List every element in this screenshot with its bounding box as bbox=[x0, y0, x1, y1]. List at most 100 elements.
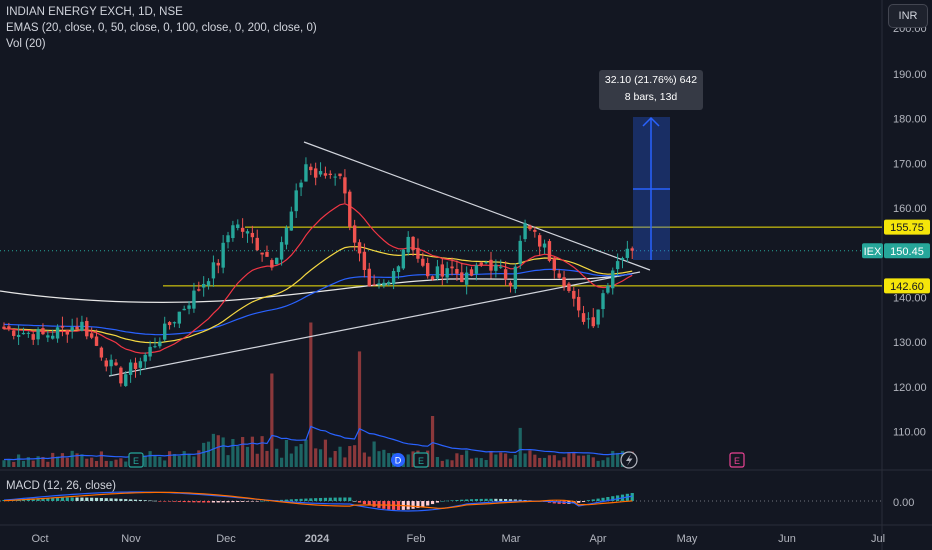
volume-bar bbox=[430, 416, 435, 467]
candle bbox=[114, 359, 118, 367]
trendlines[interactable] bbox=[108, 141, 651, 377]
dividend-marker[interactable]: D bbox=[391, 453, 405, 467]
horizontal-levels[interactable] bbox=[0, 226, 882, 287]
macd-histogram-bar bbox=[494, 498, 498, 501]
macd-zero-label: 0.00 bbox=[893, 497, 914, 509]
ascending-trendline bbox=[108, 271, 641, 377]
candle bbox=[606, 282, 610, 295]
volume-ma-line bbox=[3, 425, 633, 461]
earnings-marker-box bbox=[729, 452, 745, 468]
candle bbox=[479, 261, 483, 268]
macd-histogram-bar bbox=[163, 501, 167, 502]
candle-body bbox=[367, 268, 371, 287]
candle bbox=[16, 325, 21, 345]
macd-indicator-legend[interactable]: MACD (12, 26, close) bbox=[6, 480, 116, 492]
candle bbox=[425, 257, 430, 279]
candle-body bbox=[114, 362, 118, 366]
candle bbox=[172, 321, 177, 328]
volume-bar bbox=[572, 453, 576, 467]
descending-trendline bbox=[303, 141, 651, 271]
candle bbox=[333, 173, 337, 186]
candle-body bbox=[182, 308, 186, 311]
candle bbox=[279, 236, 284, 266]
volume-bar bbox=[323, 439, 328, 467]
macd-histogram-bar bbox=[572, 501, 576, 504]
macd-histogram-bar bbox=[353, 501, 357, 502]
macd-histogram-bar bbox=[435, 501, 440, 503]
macd-histogram-bar bbox=[216, 501, 220, 503]
volume-bar bbox=[465, 450, 469, 467]
volume-bar bbox=[606, 457, 610, 467]
candle bbox=[567, 281, 571, 293]
volume-bar bbox=[167, 451, 172, 467]
macd-histogram-bar bbox=[611, 496, 615, 501]
volume-bar bbox=[265, 450, 269, 467]
macd-histogram-bar bbox=[158, 501, 162, 502]
volume-bar bbox=[221, 437, 225, 467]
candle bbox=[245, 228, 250, 243]
volume-indicator-legend[interactable]: Vol (20) bbox=[6, 38, 46, 50]
candle bbox=[187, 301, 191, 315]
earnings-marker[interactable]: E bbox=[128, 452, 144, 468]
ema-indicator-legend[interactable]: EMAS (20, close, 0, 50, close, 0, 100, c… bbox=[6, 22, 317, 34]
candle bbox=[362, 243, 367, 278]
candle-body bbox=[489, 259, 493, 271]
candle-body bbox=[547, 241, 552, 261]
candle bbox=[163, 316, 167, 342]
volume-bar bbox=[177, 455, 181, 467]
volume-bar bbox=[357, 351, 362, 467]
volume-bar bbox=[148, 451, 152, 467]
measure-tool[interactable] bbox=[633, 116, 670, 260]
candle-body bbox=[591, 317, 595, 327]
lightning-icon[interactable] bbox=[620, 451, 638, 469]
candle-body bbox=[513, 266, 518, 289]
candle-body bbox=[109, 359, 113, 367]
volume-bar bbox=[328, 457, 332, 467]
candle bbox=[119, 366, 123, 387]
earnings-marker-letter: E bbox=[734, 456, 740, 466]
macd-histogram-bar bbox=[455, 500, 459, 501]
macd-histogram-bar bbox=[55, 497, 60, 501]
price-tick-label: 180.00 bbox=[893, 114, 927, 126]
macd-histogram-bar bbox=[46, 497, 50, 501]
chart-title[interactable]: INDIAN ENERGY EXCH, 1D, NSE bbox=[6, 6, 183, 18]
macd-histogram-bar bbox=[508, 499, 513, 501]
macd-histogram-bar bbox=[372, 501, 376, 507]
currency-button[interactable]: INR bbox=[888, 4, 928, 28]
macd-histogram-bar bbox=[577, 501, 581, 503]
candle bbox=[499, 259, 503, 269]
candle-body bbox=[275, 257, 279, 265]
volume-bar bbox=[245, 446, 250, 467]
macd-histogram-bar bbox=[445, 500, 449, 502]
candle bbox=[323, 166, 328, 179]
event-markers[interactable]: EDEDE bbox=[128, 451, 745, 469]
candle bbox=[26, 331, 31, 338]
candle-body bbox=[211, 262, 216, 279]
price-tick-label: 130.00 bbox=[893, 337, 927, 349]
candle bbox=[138, 357, 143, 376]
earnings-marker[interactable]: E bbox=[729, 452, 745, 468]
candle bbox=[377, 279, 381, 289]
candle bbox=[552, 256, 557, 279]
macd-histogram-bar bbox=[51, 497, 55, 501]
candle bbox=[474, 262, 479, 281]
candle bbox=[318, 162, 323, 177]
candle-body bbox=[133, 362, 138, 369]
measure-change-text: 32.10 (21.76%) 642 bbox=[604, 74, 698, 86]
earnings-marker[interactable]: E bbox=[413, 452, 429, 468]
candle-body bbox=[26, 332, 31, 334]
volume-bar bbox=[270, 373, 274, 467]
candle-body bbox=[284, 227, 289, 245]
candle bbox=[489, 251, 493, 279]
macd-histogram-bar bbox=[328, 497, 332, 501]
candle bbox=[313, 162, 318, 186]
candle-body bbox=[197, 289, 201, 291]
volume-bar bbox=[353, 445, 357, 467]
macd-histogram-bar bbox=[421, 501, 425, 507]
candle bbox=[167, 321, 172, 330]
time-tick-label: Apr bbox=[589, 533, 606, 545]
macd-histogram-bar bbox=[304, 498, 308, 501]
candle bbox=[2, 322, 6, 330]
